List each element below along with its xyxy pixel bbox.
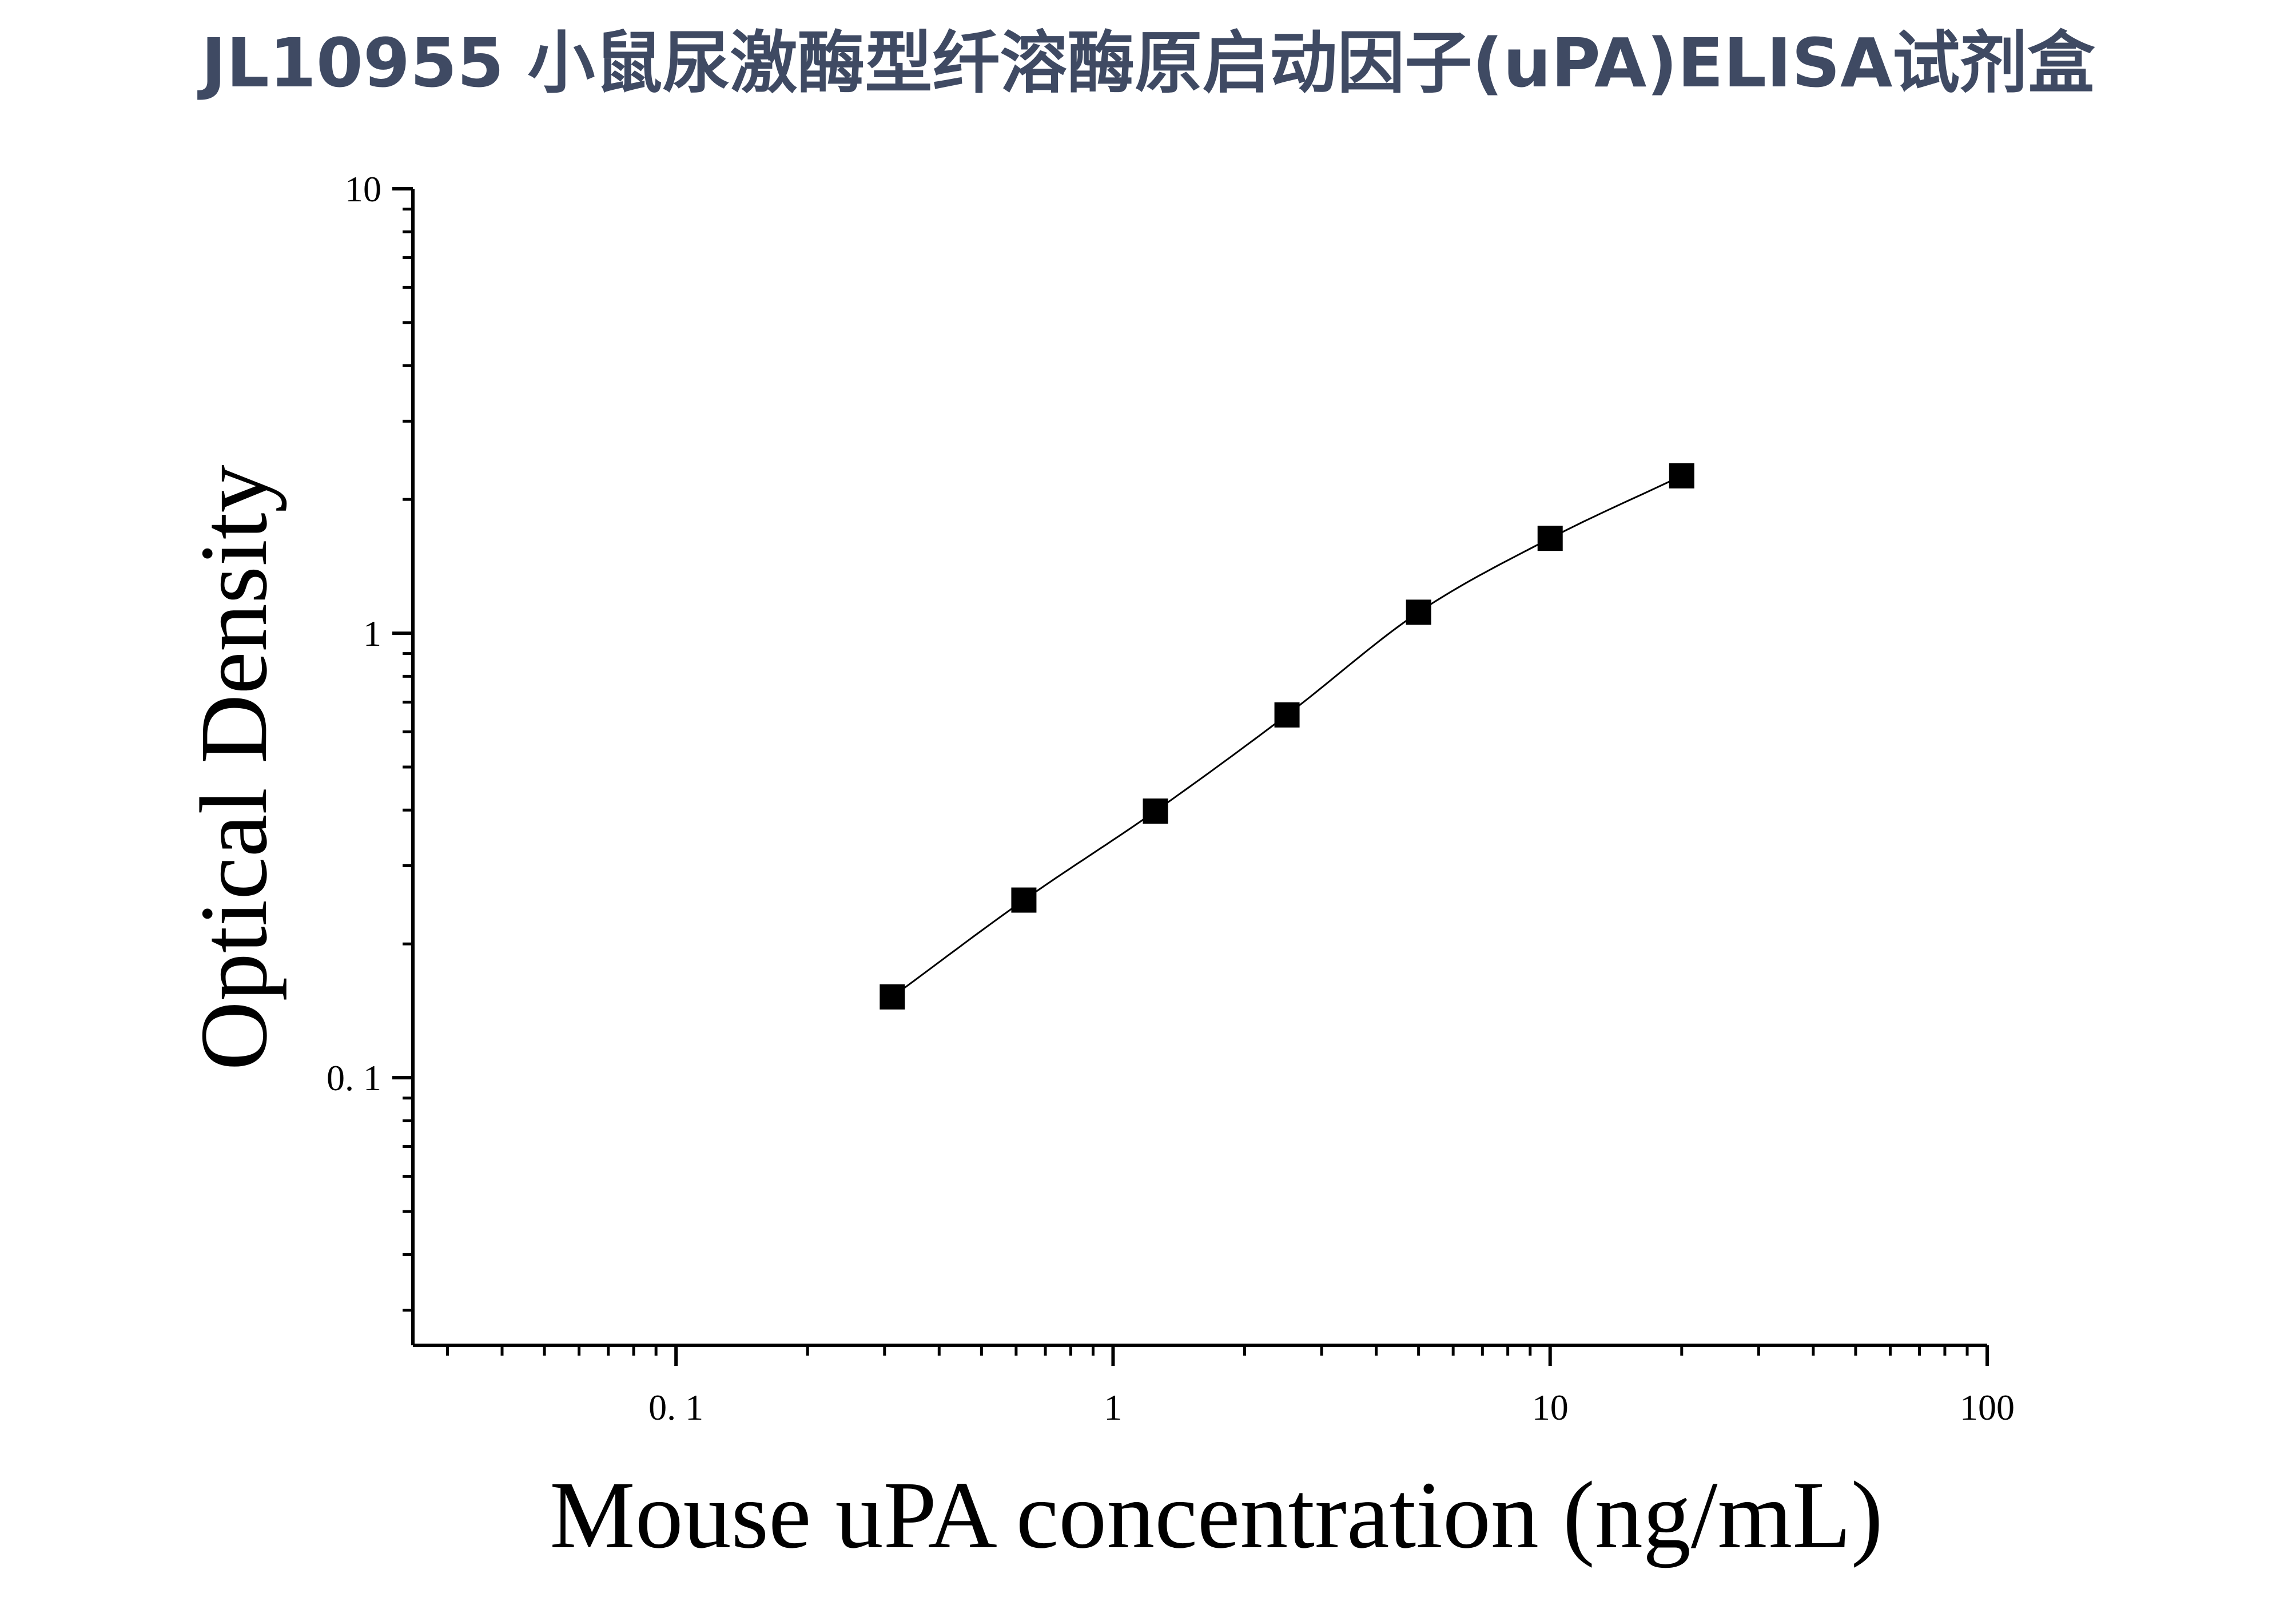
data-point	[1669, 463, 1694, 488]
data-point	[1011, 887, 1037, 913]
axes-layer: 0. 1 1 10 100 0. 1 1 10	[327, 169, 2015, 1428]
y-axis-title: Optical Density	[181, 464, 287, 1070]
x-tick-label: 10	[1532, 1387, 1569, 1428]
data-point	[880, 984, 905, 1010]
x-tick-label: 0. 1	[648, 1387, 703, 1428]
y-tick-label: 1	[363, 613, 381, 654]
data-point	[1274, 702, 1300, 728]
labels-layer: Mouse uPA concentration (ng/mL) Optical …	[181, 464, 1883, 1568]
data-point	[1143, 798, 1168, 824]
data-point	[1406, 599, 1431, 625]
data-point	[1537, 526, 1563, 551]
x-tick-label: 100	[1960, 1387, 2015, 1428]
x-tick-label: 1	[1104, 1387, 1122, 1428]
y-tick-label: 10	[345, 169, 381, 209]
fit-curve	[892, 475, 1682, 998]
x-axis-title: Mouse uPA concentration (ng/mL)	[550, 1462, 1883, 1568]
chart-title: JL10955 小鼠尿激酶型纤溶酶原启动因子(uPA)ELISA试剂盒	[201, 23, 2095, 102]
y-tick-label: 0. 1	[327, 1058, 381, 1098]
fit-curve-layer	[892, 475, 1682, 998]
data-points-layer	[880, 463, 1694, 1010]
